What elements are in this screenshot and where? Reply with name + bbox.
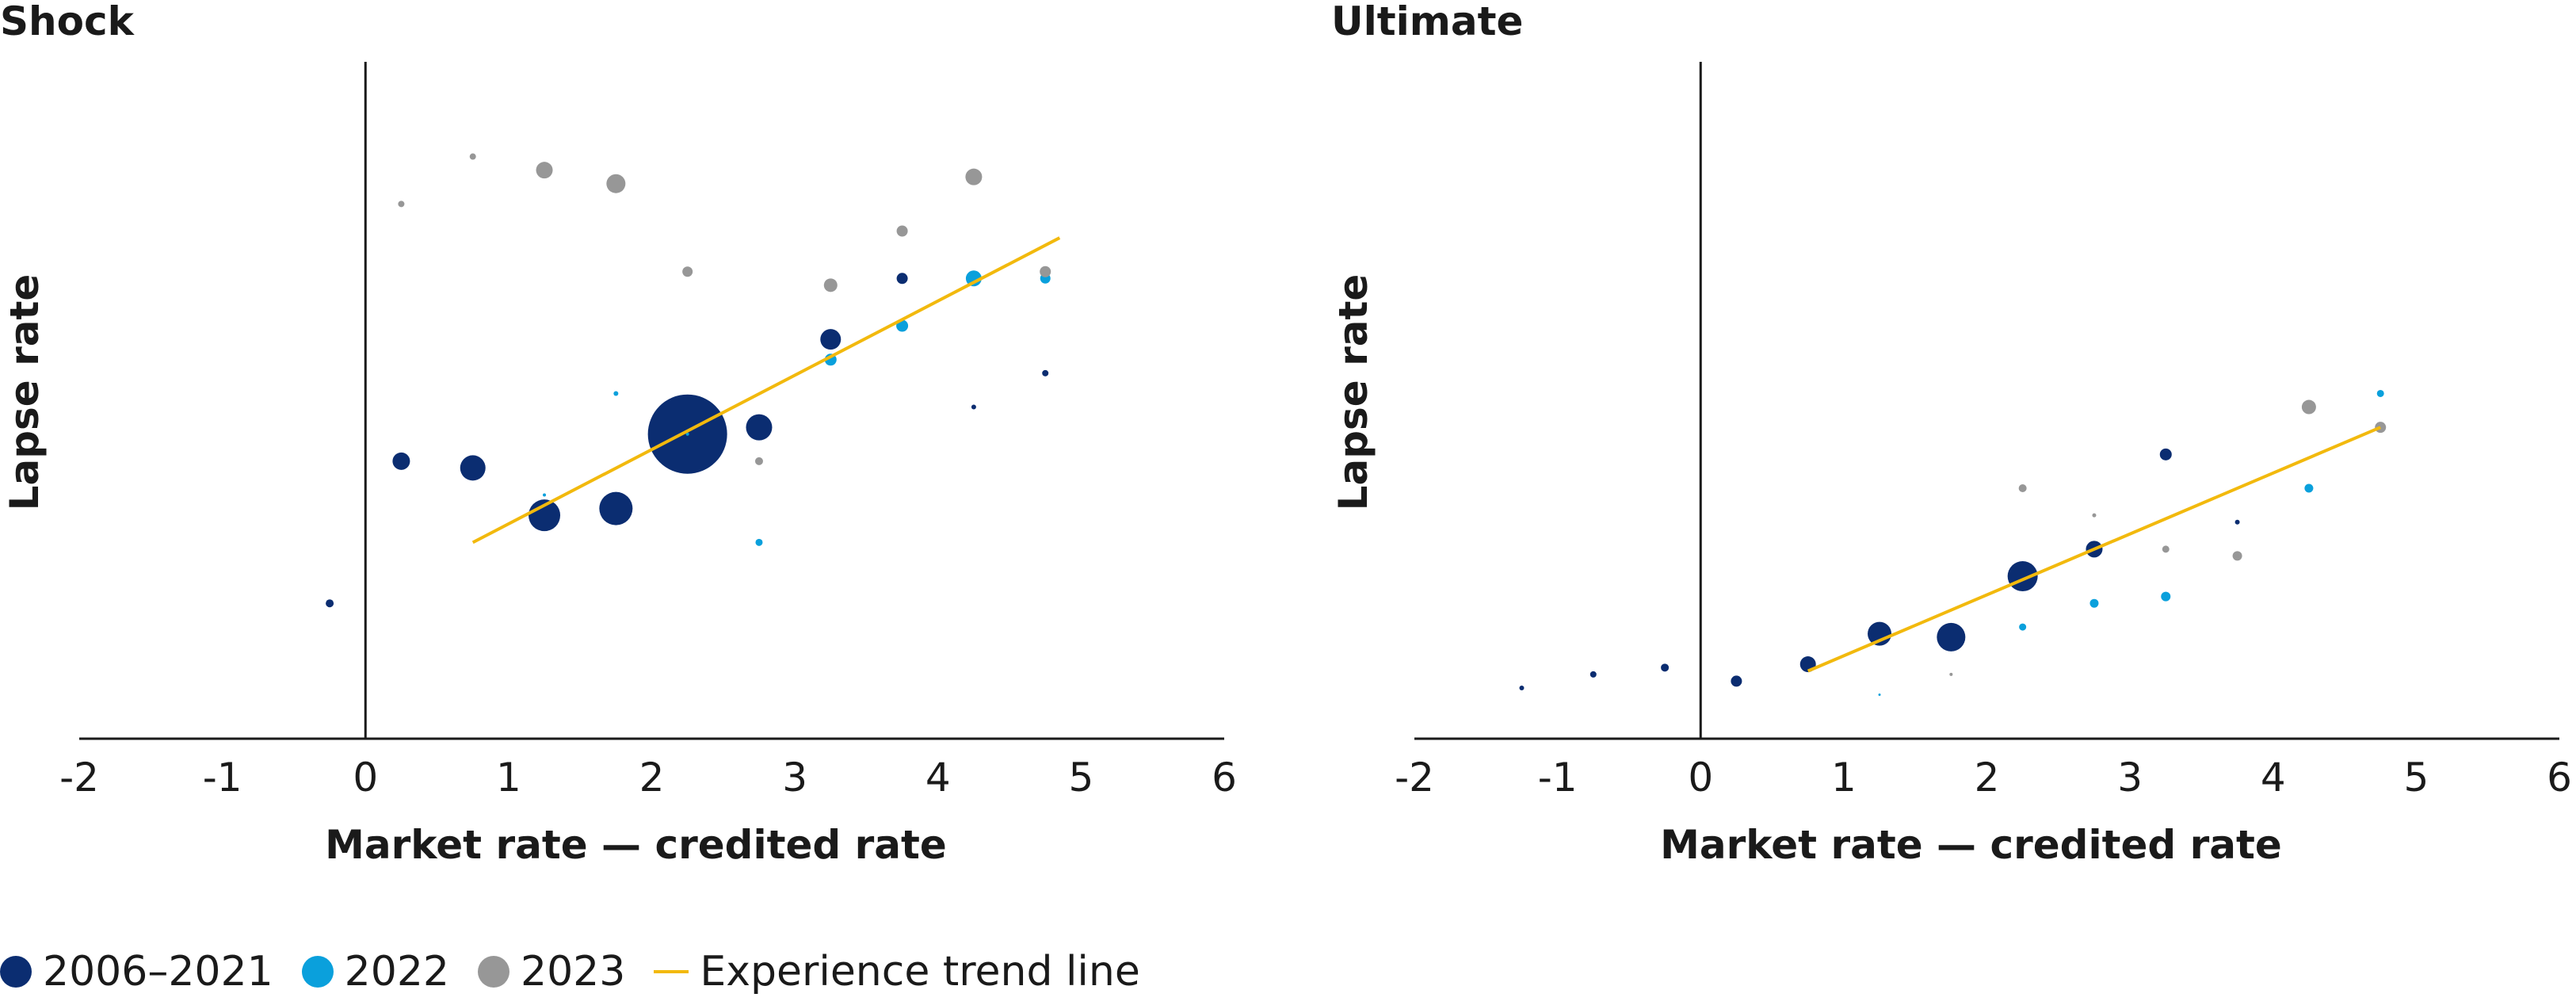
legend-item: 2023 [478, 948, 625, 995]
data-point [754, 457, 763, 465]
legend-dot-swatch [0, 956, 32, 988]
x-tick-label: 0 [1688, 755, 1713, 801]
data-point [746, 414, 773, 441]
series-2006-2021 [326, 273, 1049, 608]
legend: 2006–2021 2022 2023 Experience trend line [0, 948, 1169, 995]
data-point [1731, 675, 1742, 687]
data-point [469, 153, 476, 160]
data-point [823, 278, 838, 292]
legend-label: 2022 [344, 948, 450, 995]
data-point [2159, 448, 2172, 460]
series-2022 [1878, 389, 2384, 696]
data-point [1949, 672, 1953, 676]
x-tick-label: 6 [2547, 755, 2572, 801]
x-tick-label: 5 [2403, 755, 2429, 801]
data-point [685, 432, 689, 436]
data-point [2162, 545, 2170, 553]
legend-item: 2006–2021 [0, 948, 273, 995]
data-point [2092, 513, 2097, 518]
data-point [543, 493, 547, 497]
legend-item: 2022 [301, 948, 450, 995]
chart-title: Ultimate [1331, 0, 1523, 44]
legend-label: Experience trend line [700, 948, 1140, 995]
x-tick-label: 5 [1068, 755, 1093, 801]
x-axis-label: Market rate — credited rate [1660, 822, 2282, 868]
data-point [1589, 671, 1597, 678]
x-tick-label: 6 [1212, 755, 1237, 801]
legend-label: 2006–2021 [43, 948, 273, 995]
data-point [2161, 591, 2171, 602]
legend-item: Experience trend line [654, 948, 1140, 995]
data-point [460, 455, 486, 481]
y-axis-label: Lapse rate [2, 274, 48, 511]
x-tick-label: 0 [353, 755, 378, 801]
x-tick-label: 2 [639, 755, 665, 801]
data-point [326, 599, 334, 608]
data-point [965, 168, 983, 185]
data-point [529, 499, 561, 532]
x-tick-label: -1 [1538, 755, 1578, 801]
series-2023 [398, 153, 1051, 465]
data-point [820, 329, 841, 350]
data-point [1040, 266, 1051, 277]
data-point [2089, 598, 2099, 608]
x-tick-label: 4 [925, 755, 951, 801]
data-point [599, 491, 633, 525]
x-tick-label: 4 [2261, 755, 2286, 801]
data-point [536, 162, 553, 179]
series-2023 [1949, 399, 2387, 676]
data-point [2018, 484, 2027, 493]
x-tick-label: 1 [496, 755, 521, 801]
data-point [606, 174, 626, 193]
trend-line [471, 236, 1061, 545]
data-point [896, 225, 908, 237]
data-point [1878, 693, 1881, 696]
data-point [613, 391, 619, 396]
legend-label: 2023 [521, 948, 626, 995]
data-point [2376, 389, 2384, 397]
x-tick-label: -2 [1395, 755, 1434, 801]
x-axis-label: Market rate — credited rate [325, 822, 947, 868]
data-point [2019, 623, 2027, 631]
series-2006-2021 [1519, 448, 2240, 690]
data-point [1661, 663, 1670, 672]
data-point [965, 270, 982, 287]
data-point [1519, 685, 1525, 690]
data-point [1937, 622, 1966, 652]
x-tick-label: -1 [203, 755, 242, 801]
chart-panel-0: Shock -2 -1 0 1 2 3 4 5 6 Market rate — credited r… [0, 0, 1237, 868]
data-point [2232, 551, 2242, 561]
trend-line [1807, 426, 2382, 673]
x-tick-label: 3 [2117, 755, 2143, 801]
legend-line-swatch [654, 970, 689, 973]
x-tick-label: -2 [59, 755, 99, 801]
chart-panel-1: Ultimate -2 -1 0 1 2 3 4 5 6 Market rate — credite… [1330, 0, 2572, 868]
x-tick-label: 1 [1831, 755, 1857, 801]
data-point [755, 538, 763, 546]
y-axis-label: Lapse rate [1330, 274, 1376, 511]
data-point [392, 452, 410, 470]
data-point [2304, 483, 2314, 493]
chart-title: Shock [0, 0, 135, 44]
legend-dot-swatch [478, 956, 510, 988]
data-point [971, 404, 976, 410]
x-tick-label: 3 [782, 755, 807, 801]
data-point [682, 266, 693, 277]
data-point [2301, 399, 2316, 415]
legend-dot-swatch [301, 956, 334, 988]
data-point [1042, 369, 1049, 376]
data-point [2234, 519, 2240, 525]
data-point [398, 201, 405, 208]
data-point [896, 273, 908, 285]
x-tick-label: 2 [1975, 755, 2000, 801]
